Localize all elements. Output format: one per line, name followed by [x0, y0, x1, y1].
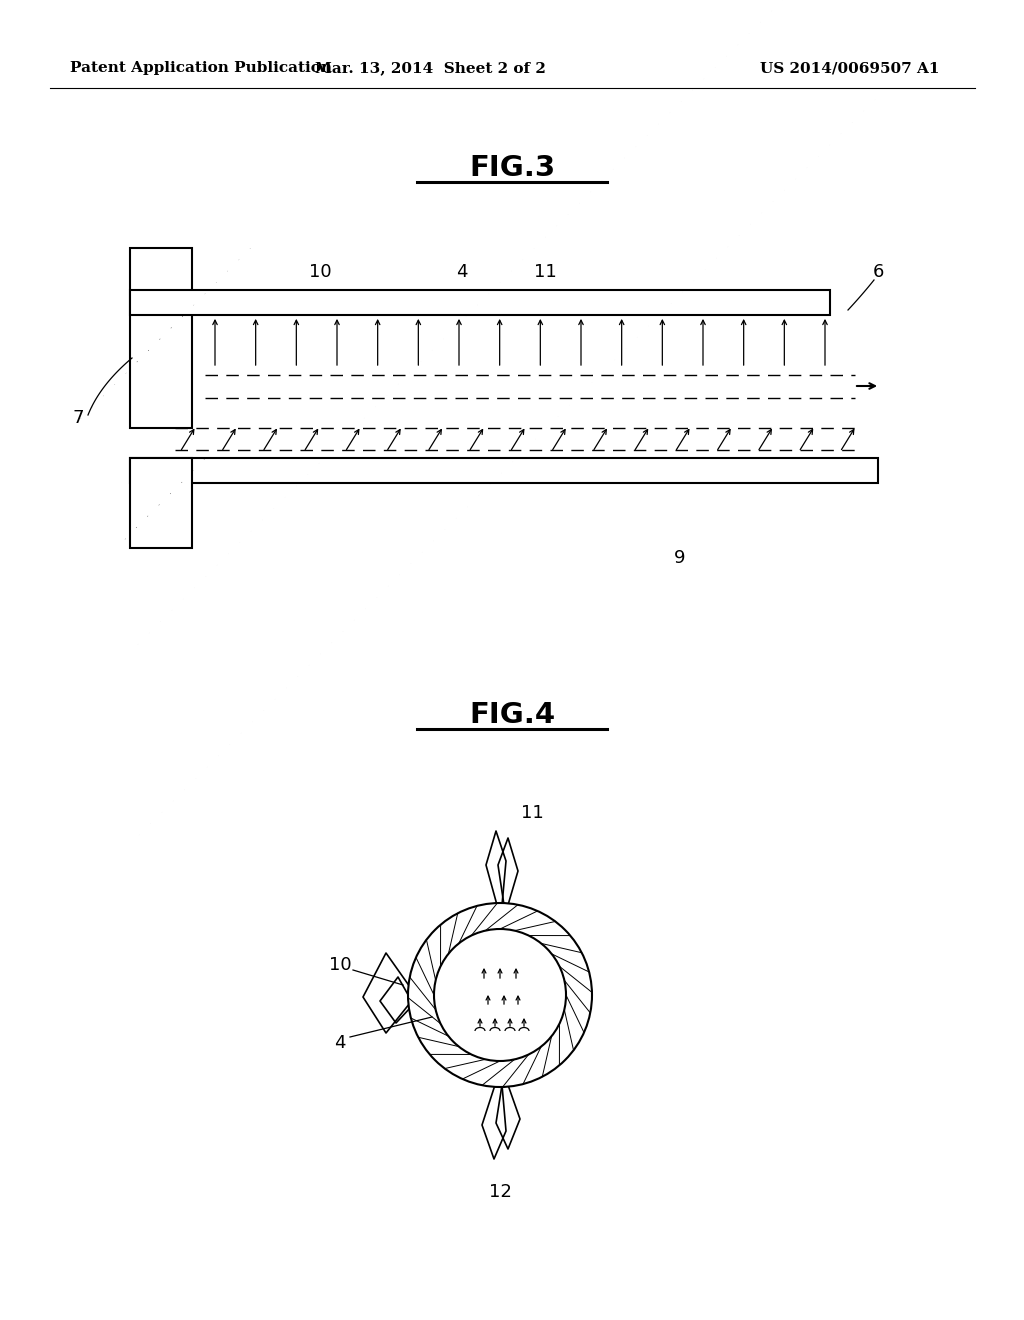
Text: 4: 4 [334, 1034, 346, 1052]
Text: 4: 4 [457, 263, 468, 281]
Text: 12: 12 [488, 1183, 511, 1201]
Text: 10: 10 [329, 956, 351, 974]
Circle shape [434, 929, 566, 1061]
Text: 11: 11 [520, 804, 544, 822]
Text: Patent Application Publication: Patent Application Publication [70, 61, 332, 75]
Text: 7: 7 [73, 409, 84, 426]
Text: FIG.4: FIG.4 [469, 701, 555, 729]
Text: 6: 6 [872, 263, 884, 281]
Text: US 2014/0069507 A1: US 2014/0069507 A1 [760, 61, 939, 75]
Circle shape [408, 903, 592, 1086]
Text: 9: 9 [674, 549, 686, 568]
Bar [130, 458, 193, 548]
Bar [130, 248, 193, 428]
Text: 10: 10 [308, 263, 332, 281]
Text: FIG.3: FIG.3 [469, 154, 555, 182]
Text: Mar. 13, 2014  Sheet 2 of 2: Mar. 13, 2014 Sheet 2 of 2 [314, 61, 546, 75]
Bar [130, 290, 830, 315]
Text: 11: 11 [534, 263, 556, 281]
Bar [130, 458, 878, 483]
